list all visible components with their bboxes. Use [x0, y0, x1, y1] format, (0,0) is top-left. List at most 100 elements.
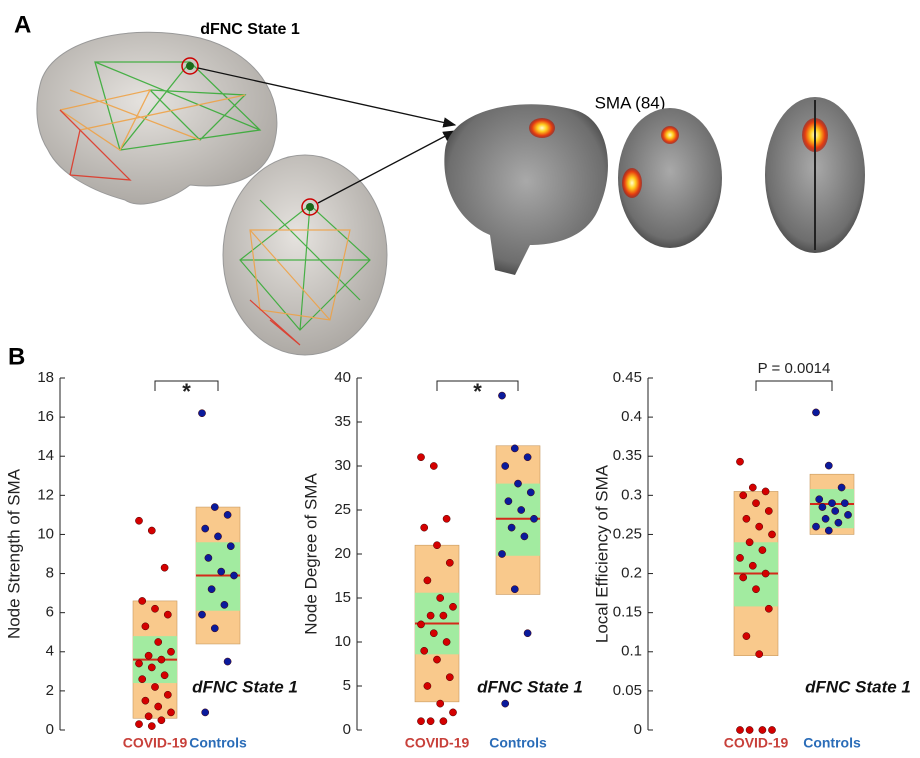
- y-tick-label: 15: [334, 589, 351, 606]
- data-point: [835, 519, 842, 526]
- data-point: [768, 531, 775, 538]
- data-point: [437, 700, 444, 707]
- data-point: [518, 506, 525, 513]
- y-tick-label: 10: [334, 633, 351, 650]
- data-point: [433, 542, 440, 549]
- x-tick-label: COVID-19: [123, 735, 188, 751]
- figure: A dFNC State 1 SMA (84) B 024681012141: [0, 0, 920, 753]
- significance-label: P = 0.0014: [758, 360, 831, 377]
- data-point: [530, 515, 537, 522]
- y-tick-label: 0.05: [613, 682, 642, 699]
- y-tick-label: 14: [37, 447, 54, 464]
- data-point: [768, 726, 775, 733]
- data-point: [211, 625, 218, 632]
- data-point: [759, 726, 766, 733]
- data-point: [430, 462, 437, 469]
- y-tick-label: 16: [37, 408, 54, 425]
- data-point: [446, 559, 453, 566]
- data-point: [224, 511, 231, 518]
- data-point: [527, 489, 534, 496]
- data-point: [841, 500, 848, 507]
- data-point: [749, 484, 756, 491]
- data-point: [440, 612, 447, 619]
- data-point: [145, 652, 152, 659]
- data-point: [746, 539, 753, 546]
- data-point: [221, 601, 228, 608]
- data-point: [214, 533, 221, 540]
- data-point: [142, 623, 149, 630]
- data-point: [765, 605, 772, 612]
- significance-bracket: [756, 381, 832, 391]
- data-point: [443, 515, 450, 522]
- data-point: [514, 480, 521, 487]
- data-point: [440, 718, 447, 725]
- region-label: SMA (84): [595, 93, 666, 112]
- data-point: [142, 697, 149, 704]
- data-point: [762, 488, 769, 495]
- data-point: [812, 523, 819, 530]
- y-tick-label: 0.25: [613, 525, 642, 542]
- data-point: [838, 484, 845, 491]
- data-point: [139, 597, 146, 604]
- data-point: [198, 410, 205, 417]
- data-point: [224, 658, 231, 665]
- brain-axial: [223, 155, 387, 355]
- data-point: [427, 718, 434, 725]
- data-point: [417, 718, 424, 725]
- data-point: [743, 515, 750, 522]
- data-point: [167, 648, 174, 655]
- y-tick-label: 25: [334, 501, 351, 518]
- significance-label: *: [473, 379, 482, 404]
- data-point: [502, 700, 509, 707]
- data-point: [762, 570, 769, 577]
- y-tick-label: 5: [343, 677, 351, 694]
- data-point: [164, 611, 171, 618]
- y-tick-label: 0: [634, 721, 642, 738]
- y-tick-label: 0.15: [613, 604, 642, 621]
- data-point: [498, 550, 505, 557]
- data-point: [752, 500, 759, 507]
- data-point: [135, 517, 142, 524]
- data-point: [502, 462, 509, 469]
- data-point: [433, 656, 440, 663]
- data-point: [421, 524, 428, 531]
- y-tick-label: 20: [334, 545, 351, 562]
- data-point: [521, 533, 528, 540]
- y-tick-label: 0: [46, 721, 54, 738]
- data-point: [736, 726, 743, 733]
- panel-label: B: [8, 343, 25, 370]
- data-point: [202, 709, 209, 716]
- data-point: [743, 633, 750, 640]
- significance-label: *: [182, 379, 191, 404]
- y-tick-label: 6: [46, 604, 54, 621]
- data-point: [148, 664, 155, 671]
- x-tick-label: Controls: [489, 735, 547, 751]
- y-tick-label: 0.45: [613, 369, 642, 386]
- data-point: [443, 638, 450, 645]
- data-point: [164, 691, 171, 698]
- data-point: [749, 562, 756, 569]
- data-point: [740, 492, 747, 499]
- x-tick-label: Controls: [803, 735, 861, 751]
- data-point: [759, 546, 766, 553]
- data-point: [832, 507, 839, 514]
- y-tick-label: 0.1: [621, 643, 642, 660]
- y-tick-label: 10: [37, 525, 54, 542]
- data-point: [736, 554, 743, 561]
- state-label: dFNC State 1: [192, 677, 298, 696]
- data-point: [424, 682, 431, 689]
- page: { "panel_a": {"label": "A", "title": "dF…: [0, 0, 920, 753]
- data-point: [511, 586, 518, 593]
- data-point: [218, 568, 225, 575]
- x-tick-label: COVID-19: [724, 735, 789, 751]
- data-point: [430, 630, 437, 637]
- data-point: [211, 503, 218, 510]
- y-tick-label: 30: [334, 457, 351, 474]
- data-point: [139, 676, 146, 683]
- data-point: [740, 574, 747, 581]
- ci-band: [810, 489, 854, 528]
- y-tick-label: 0.35: [613, 447, 642, 464]
- data-point: [844, 511, 851, 518]
- data-point: [756, 523, 763, 530]
- y-tick-label: 4: [46, 643, 54, 660]
